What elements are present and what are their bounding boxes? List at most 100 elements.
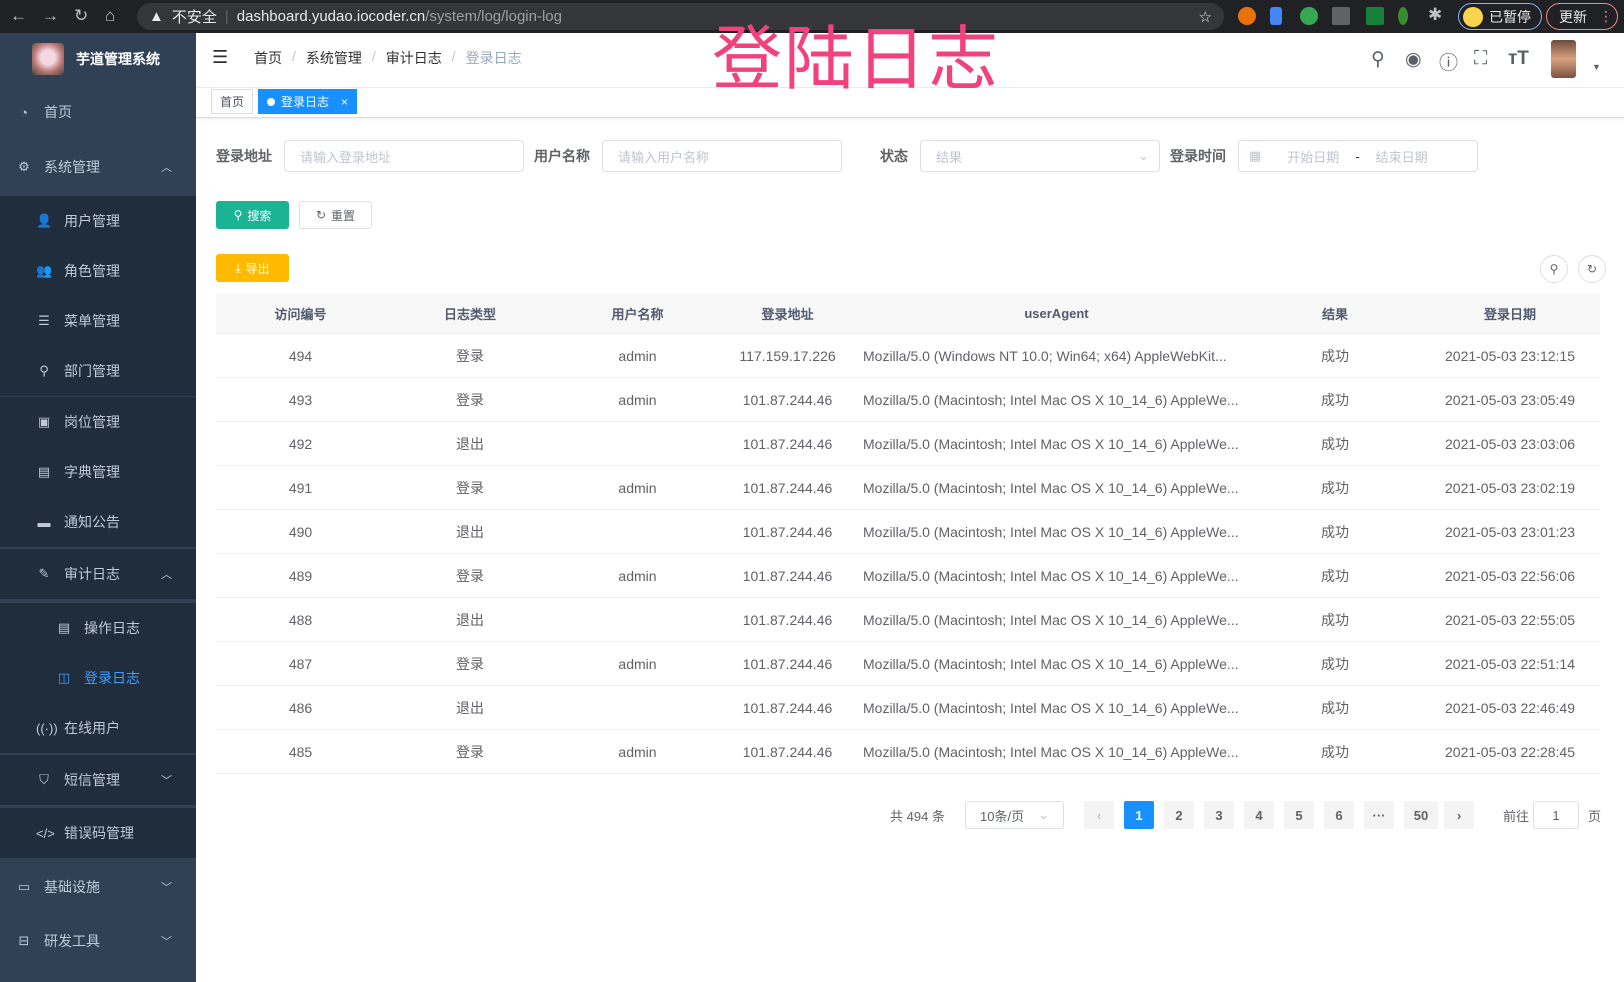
home-icon[interactable]: ⌂ bbox=[105, 6, 116, 25]
form-icon: ▤ bbox=[57, 620, 71, 635]
table-row[interactable]: 489 登录 admin 101.87.244.46 Mozilla/5.0 (Maci… bbox=[216, 554, 1600, 598]
forward-icon[interactable]: → bbox=[42, 6, 59, 25]
column-header[interactable]: userAgent bbox=[1024, 306, 1089, 321]
table-row[interactable]: 491 登录 admin 101.87.244.46 Mozilla/5.0 (Maci… bbox=[216, 466, 1600, 510]
table-cell: 成功 bbox=[1321, 743, 1349, 760]
sidebar-item[interactable]: ⊟ 研发工具 ﹀ bbox=[0, 914, 196, 968]
export-button[interactable]: ⤓ 导出 bbox=[216, 254, 289, 282]
sidebar-item[interactable]: ◫ 登录日志 bbox=[0, 653, 196, 703]
column-header[interactable]: 用户名称 bbox=[611, 307, 664, 322]
extension-grid-icon[interactable] bbox=[1332, 7, 1350, 25]
end-date-placeholder: 结束日期 bbox=[1375, 149, 1428, 165]
table-cell: 2021-05-03 23:03:06 bbox=[1445, 435, 1575, 452]
column-header[interactable]: 日志类型 bbox=[443, 307, 496, 322]
table-cell: 登录 bbox=[456, 743, 484, 760]
prev-page-button[interactable]: ‹ bbox=[1084, 801, 1114, 829]
table-row[interactable]: 490 退出 101.87.244.46 Mozilla/5.0 (Macintosh… bbox=[216, 510, 1600, 554]
extension-icon[interactable] bbox=[1238, 7, 1256, 25]
address-bar[interactable]: ▲ 不安全 | dashboard.yudao.iocoder.cn/syste… bbox=[137, 3, 1224, 30]
page-button[interactable]: 6 bbox=[1324, 801, 1354, 829]
goto-page-input[interactable]: 1 bbox=[1533, 801, 1579, 829]
column-header[interactable]: 结果 bbox=[1321, 307, 1348, 322]
page-button[interactable]: ··· bbox=[1364, 801, 1394, 829]
table-row[interactable]: 488 退出 101.87.244.46 Mozilla/5.0 (Macintosh… bbox=[216, 598, 1600, 642]
extensions-puzzle-icon[interactable]: ✱ bbox=[1428, 5, 1443, 24]
page-size-select[interactable]: 10条/页 ⌄ bbox=[965, 801, 1064, 829]
page-button[interactable]: 3 bbox=[1204, 801, 1234, 829]
search-button[interactable]: ⚲ 搜索 bbox=[216, 201, 289, 229]
toggle-search-button[interactable]: ⚲ bbox=[1540, 255, 1568, 283]
extension-v-icon[interactable] bbox=[1300, 7, 1318, 25]
menu-dots-icon: ⋮ bbox=[1599, 8, 1613, 24]
username-placeholder: 请输入用户名称 bbox=[618, 149, 710, 165]
username-input[interactable]: 请输入用户名称 bbox=[602, 140, 842, 172]
sidebar-item[interactable]: ▬ 通知公告 bbox=[0, 497, 196, 547]
status-select[interactable]: 结果 ⌄ bbox=[920, 140, 1160, 172]
sidebar-item[interactable]: ▤ 字典管理 bbox=[0, 447, 196, 497]
sidebar-item[interactable]: ⚲ 部门管理 bbox=[0, 346, 196, 396]
table-cell: 成功 bbox=[1321, 699, 1349, 716]
sidebar-item[interactable]: ▤ 操作日志 bbox=[0, 603, 196, 653]
reload-icon[interactable]: ↻ bbox=[74, 6, 89, 25]
back-icon[interactable]: ← bbox=[10, 6, 27, 25]
breadcrumb-item[interactable]: 首页 bbox=[254, 50, 282, 66]
github-icon[interactable]: ◉ bbox=[1405, 49, 1422, 70]
column-header[interactable]: 登录日期 bbox=[1483, 307, 1536, 322]
reset-button[interactable]: ↻ 重置 bbox=[299, 201, 372, 229]
sidebar-item[interactable]: ((·)) 在线用户 bbox=[0, 703, 196, 753]
profile-label: 已暂停 bbox=[1489, 8, 1531, 25]
table-row[interactable]: 492 退出 101.87.244.46 Mozilla/5.0 (Macintosh… bbox=[216, 422, 1600, 466]
sidebar-item[interactable]: ▭ 基础设施 ﹀ bbox=[0, 860, 196, 914]
tag-home[interactable]: 首页 bbox=[211, 89, 254, 114]
question-icon[interactable]: ⓘ bbox=[1439, 53, 1459, 74]
table-cell: 101.87.244.46 bbox=[742, 391, 833, 408]
login-time-label: 登录时间 bbox=[1170, 148, 1226, 164]
next-page-button[interactable]: › bbox=[1444, 801, 1474, 829]
table-cell: 2021-05-03 23:01:23 bbox=[1445, 523, 1575, 540]
sidebar-item[interactable]: ✎ 审计日志 ︿ bbox=[0, 549, 196, 599]
table-cell: admin bbox=[618, 479, 657, 496]
page-button[interactable]: 4 bbox=[1244, 801, 1274, 829]
extension-on-icon[interactable] bbox=[1366, 7, 1384, 25]
logo[interactable]: 芋道管理系统 bbox=[0, 33, 196, 85]
close-icon[interactable]: × bbox=[341, 94, 349, 109]
hamburger-icon[interactable]: ☰ bbox=[212, 47, 229, 67]
sidebar-item[interactable]: </> 错误码管理 bbox=[0, 808, 196, 858]
page-button[interactable]: 50 bbox=[1404, 801, 1438, 829]
page-button[interactable]: 1 bbox=[1124, 801, 1154, 829]
update-button[interactable]: 更新 ⋮ bbox=[1546, 3, 1618, 30]
caret-down-icon[interactable]: ▼ bbox=[1592, 62, 1601, 72]
ip-input[interactable]: 请输入登录地址 bbox=[284, 140, 524, 172]
table-row[interactable]: 486 退出 101.87.244.46 Mozilla/5.0 (Macintosh… bbox=[216, 686, 1600, 730]
user-avatar[interactable] bbox=[1551, 40, 1576, 78]
fullscreen-icon[interactable]: ⛶ bbox=[1474, 48, 1488, 69]
sidebar-item[interactable]: 👥 角色管理 bbox=[0, 246, 196, 296]
bookmark-star-icon[interactable]: ☆ bbox=[1198, 8, 1212, 26]
column-header[interactable]: 登录地址 bbox=[761, 307, 814, 322]
extension-leaf-icon[interactable] bbox=[1398, 7, 1408, 25]
table-row[interactable]: 493 登录 admin 101.87.244.46 Mozilla/5.0 (Maci… bbox=[216, 378, 1600, 422]
tag-login-log[interactable]: 登录日志 × bbox=[258, 89, 358, 114]
profile-button[interactable]: 已暂停 bbox=[1458, 3, 1542, 30]
font-size-icon[interactable]: ᴛT bbox=[1508, 48, 1529, 69]
table-cell: Mozilla/5.0 (Macintosh; Intel Mac OS X 1… bbox=[863, 699, 1239, 716]
search-icon[interactable]: ⚲ bbox=[1371, 49, 1385, 70]
table-row[interactable]: 494 登录 admin 117.159.17.226 Mozilla/5.0 (Win… bbox=[216, 334, 1600, 378]
table-cell: 101.87.244.46 bbox=[742, 523, 833, 540]
column-header[interactable]: 访问编号 bbox=[274, 307, 327, 322]
sidebar-item[interactable]: ▣ 岗位管理 bbox=[0, 397, 196, 447]
tag-label: 首页 bbox=[220, 95, 245, 109]
refresh-button[interactable]: ↻ bbox=[1578, 255, 1606, 283]
table-row[interactable]: 487 登录 admin 101.87.244.46 Mozilla/5.0 (Maci… bbox=[216, 642, 1600, 686]
sidebar-item[interactable]: ⚙ 系统管理 ︿ bbox=[0, 140, 196, 194]
sidebar-item[interactable]: ☰ 菜单管理 bbox=[0, 296, 196, 346]
date-range-picker[interactable]: ▦ 开始日期 - 结束日期 bbox=[1238, 140, 1478, 172]
page-button[interactable]: 2 bbox=[1164, 801, 1194, 829]
page-button[interactable]: 5 bbox=[1284, 801, 1314, 829]
sidebar-item[interactable]: 👤 用户管理 bbox=[0, 196, 196, 246]
sidebar-item[interactable]: ⛉ 短信管理 ﹀ bbox=[0, 755, 196, 805]
extension-gem-icon[interactable] bbox=[1270, 7, 1282, 25]
table-row[interactable]: 485 登录 admin 101.87.244.46 Mozilla/5.0 (Maci… bbox=[216, 730, 1600, 774]
sidebar-item[interactable]: ◔ 首页 bbox=[0, 85, 196, 139]
search-button-label: 搜索 bbox=[247, 208, 272, 223]
